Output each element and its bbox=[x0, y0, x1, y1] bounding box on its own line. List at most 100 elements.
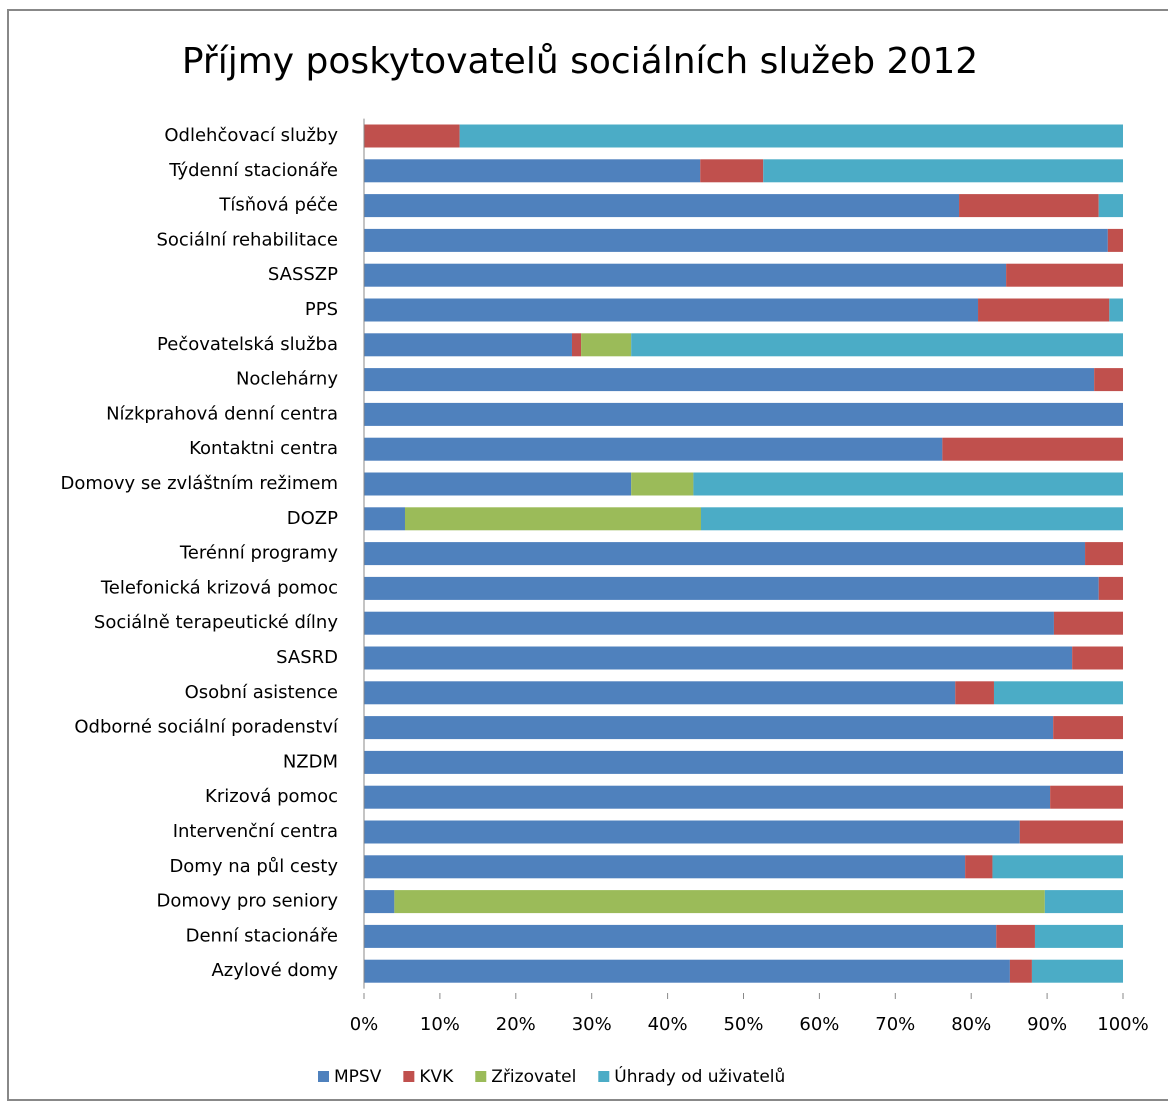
bar-segment bbox=[404, 507, 701, 531]
bar-segment bbox=[364, 890, 395, 914]
category-label: Sociálně terapeutické dílny bbox=[94, 612, 338, 633]
bar-segment bbox=[942, 437, 1123, 461]
bar-segment bbox=[364, 924, 997, 948]
bar-segment bbox=[1034, 924, 1123, 948]
bar-segment bbox=[364, 472, 632, 496]
category-label: DOZP bbox=[287, 508, 338, 529]
legend-label: Zřizovatel bbox=[491, 1067, 576, 1087]
x-tick-label: 90% bbox=[1027, 1014, 1067, 1035]
bar-segment bbox=[1050, 785, 1123, 809]
category-label: PPS bbox=[305, 299, 338, 320]
bar-segment bbox=[1053, 716, 1123, 740]
bar-segment bbox=[993, 681, 1123, 705]
bar-segment bbox=[364, 785, 1051, 809]
bar-segment bbox=[364, 263, 1007, 287]
category-label: Telefonická krizová pomoc bbox=[100, 577, 338, 598]
bar-segment bbox=[364, 681, 956, 705]
bar-segment bbox=[992, 855, 1123, 879]
bar-segment bbox=[1072, 646, 1123, 670]
category-label: Denní stacionáře bbox=[186, 925, 338, 946]
bar-segment bbox=[996, 924, 1035, 948]
bar-segment bbox=[965, 855, 993, 879]
bar-segment bbox=[959, 194, 1099, 218]
bar-segment bbox=[364, 959, 1010, 983]
x-tick-label: 10% bbox=[420, 1014, 460, 1035]
x-tick-label: 0% bbox=[350, 1014, 379, 1035]
bar-segment bbox=[364, 646, 1073, 670]
category-label: Odlehčovací služby bbox=[164, 125, 338, 146]
category-label: Domy na půl cesty bbox=[169, 856, 338, 877]
bar-segment bbox=[364, 402, 1123, 426]
bar-segment bbox=[364, 576, 1099, 600]
bar-segment bbox=[364, 716, 1054, 740]
bar-segment bbox=[631, 333, 1123, 357]
bar-segment bbox=[1044, 890, 1123, 914]
x-tick-label: 30% bbox=[572, 1014, 612, 1035]
x-tick-label: 70% bbox=[875, 1014, 915, 1035]
category-label: Týdenní stacionáře bbox=[168, 160, 338, 181]
legend-swatch bbox=[475, 1071, 487, 1082]
bar-segment bbox=[364, 750, 1123, 774]
x-tick-label: 50% bbox=[723, 1014, 763, 1035]
category-label: SASRD bbox=[276, 647, 338, 668]
bar-segment bbox=[763, 159, 1123, 183]
bar-segment bbox=[364, 298, 979, 322]
category-label: Azylové domy bbox=[211, 960, 338, 981]
category-label: Krizová pomoc bbox=[205, 786, 338, 807]
category-label: Tísňová péče bbox=[218, 195, 338, 216]
bar-segment bbox=[1098, 194, 1123, 218]
category-label: Domovy se zvláštním režimem bbox=[60, 473, 338, 494]
bar-segment bbox=[364, 333, 572, 357]
category-label: Domovy pro seniory bbox=[156, 891, 338, 912]
bar-segment bbox=[364, 194, 960, 218]
legend-swatch bbox=[403, 1071, 415, 1082]
legend-swatch bbox=[318, 1071, 329, 1082]
bar-segment bbox=[364, 611, 1054, 635]
bar-segment bbox=[364, 368, 1095, 392]
category-label: Pečovatelská služba bbox=[157, 334, 338, 355]
bar-segment bbox=[364, 855, 966, 879]
bar-segment bbox=[700, 159, 764, 183]
x-tick-label: 40% bbox=[648, 1014, 688, 1035]
bar-segment bbox=[1031, 959, 1123, 983]
bar-segment bbox=[1085, 542, 1123, 566]
legend-label: Úhrady od uživatelů bbox=[614, 1065, 785, 1087]
legend-label: KVK bbox=[419, 1067, 454, 1087]
bar-segment bbox=[978, 298, 1110, 322]
bar-segment bbox=[581, 333, 632, 357]
category-label: Kontaktni centra bbox=[189, 438, 338, 459]
category-label: Odborné sociální poradenství bbox=[74, 717, 339, 738]
bar-segment bbox=[1009, 959, 1032, 983]
bar-segment bbox=[571, 333, 582, 357]
category-label: NZDM bbox=[283, 751, 338, 772]
bar-segment bbox=[1109, 298, 1123, 322]
x-tick-label: 100% bbox=[1097, 1014, 1148, 1035]
bar-segment bbox=[1098, 576, 1123, 600]
bar-segment bbox=[693, 472, 1123, 496]
bar-segment bbox=[1107, 228, 1123, 252]
category-label: Nízkprahová denní centra bbox=[106, 403, 338, 424]
x-tick-label: 20% bbox=[496, 1014, 536, 1035]
x-tick-label: 80% bbox=[951, 1014, 991, 1035]
category-label: Noclehárny bbox=[236, 369, 338, 390]
bar-segment bbox=[364, 542, 1086, 566]
bar-segment bbox=[364, 437, 943, 461]
bar-segment bbox=[394, 890, 1045, 914]
category-label: SASSZP bbox=[268, 264, 338, 285]
bar-segment bbox=[364, 124, 460, 148]
legend-label: MPSV bbox=[334, 1067, 382, 1087]
bar-segment bbox=[955, 681, 994, 705]
bar-segment bbox=[631, 472, 694, 496]
bar-segment bbox=[364, 507, 405, 531]
category-label: Osobní asistence bbox=[185, 682, 338, 703]
chart-title: Příjmy poskytovatelů sociálních služeb 2… bbox=[182, 41, 978, 82]
category-label: Intervenční centra bbox=[173, 821, 338, 842]
bar-segment bbox=[1094, 368, 1123, 392]
bar-segment bbox=[364, 820, 1020, 844]
x-tick-label: 60% bbox=[799, 1014, 839, 1035]
legend-swatch bbox=[598, 1071, 610, 1082]
bar-segment bbox=[1006, 263, 1123, 287]
bar-segment bbox=[700, 507, 1123, 531]
bar-segment bbox=[364, 228, 1108, 252]
